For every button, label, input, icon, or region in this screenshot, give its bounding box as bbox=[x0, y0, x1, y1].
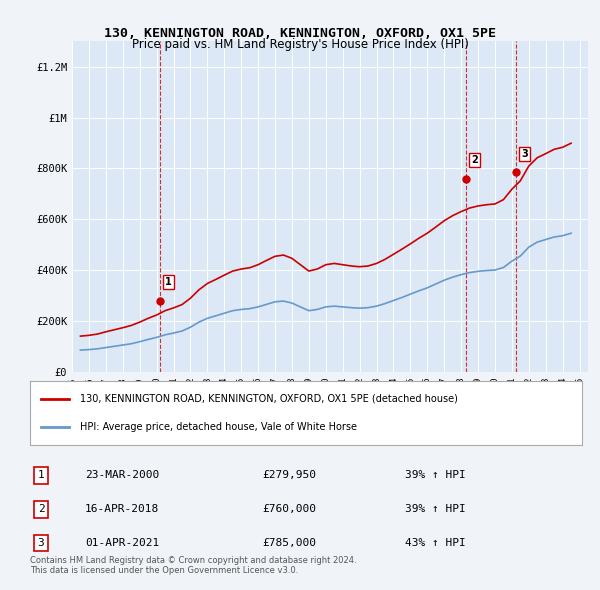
Text: 2: 2 bbox=[471, 155, 478, 165]
Text: 39% ↑ HPI: 39% ↑ HPI bbox=[406, 470, 466, 480]
Text: 16-APR-2018: 16-APR-2018 bbox=[85, 504, 160, 514]
Text: 2: 2 bbox=[38, 504, 44, 514]
Text: 23-MAR-2000: 23-MAR-2000 bbox=[85, 470, 160, 480]
Text: Price paid vs. HM Land Registry's House Price Index (HPI): Price paid vs. HM Land Registry's House … bbox=[131, 38, 469, 51]
Text: 01-APR-2021: 01-APR-2021 bbox=[85, 538, 160, 548]
Text: HPI: Average price, detached house, Vale of White Horse: HPI: Average price, detached house, Vale… bbox=[80, 422, 356, 432]
Text: £760,000: £760,000 bbox=[262, 504, 316, 514]
Text: £279,950: £279,950 bbox=[262, 470, 316, 480]
Text: 1: 1 bbox=[166, 277, 172, 287]
Text: 3: 3 bbox=[38, 538, 44, 548]
Text: Contains HM Land Registry data © Crown copyright and database right 2024.
This d: Contains HM Land Registry data © Crown c… bbox=[30, 556, 356, 575]
Text: £785,000: £785,000 bbox=[262, 538, 316, 548]
Text: 43% ↑ HPI: 43% ↑ HPI bbox=[406, 538, 466, 548]
Text: 130, KENNINGTON ROAD, KENNINGTON, OXFORD, OX1 5PE: 130, KENNINGTON ROAD, KENNINGTON, OXFORD… bbox=[104, 27, 496, 40]
Text: 1: 1 bbox=[38, 470, 44, 480]
Text: 130, KENNINGTON ROAD, KENNINGTON, OXFORD, OX1 5PE (detached house): 130, KENNINGTON ROAD, KENNINGTON, OXFORD… bbox=[80, 394, 458, 404]
Text: 3: 3 bbox=[521, 149, 528, 159]
Text: 39% ↑ HPI: 39% ↑ HPI bbox=[406, 504, 466, 514]
